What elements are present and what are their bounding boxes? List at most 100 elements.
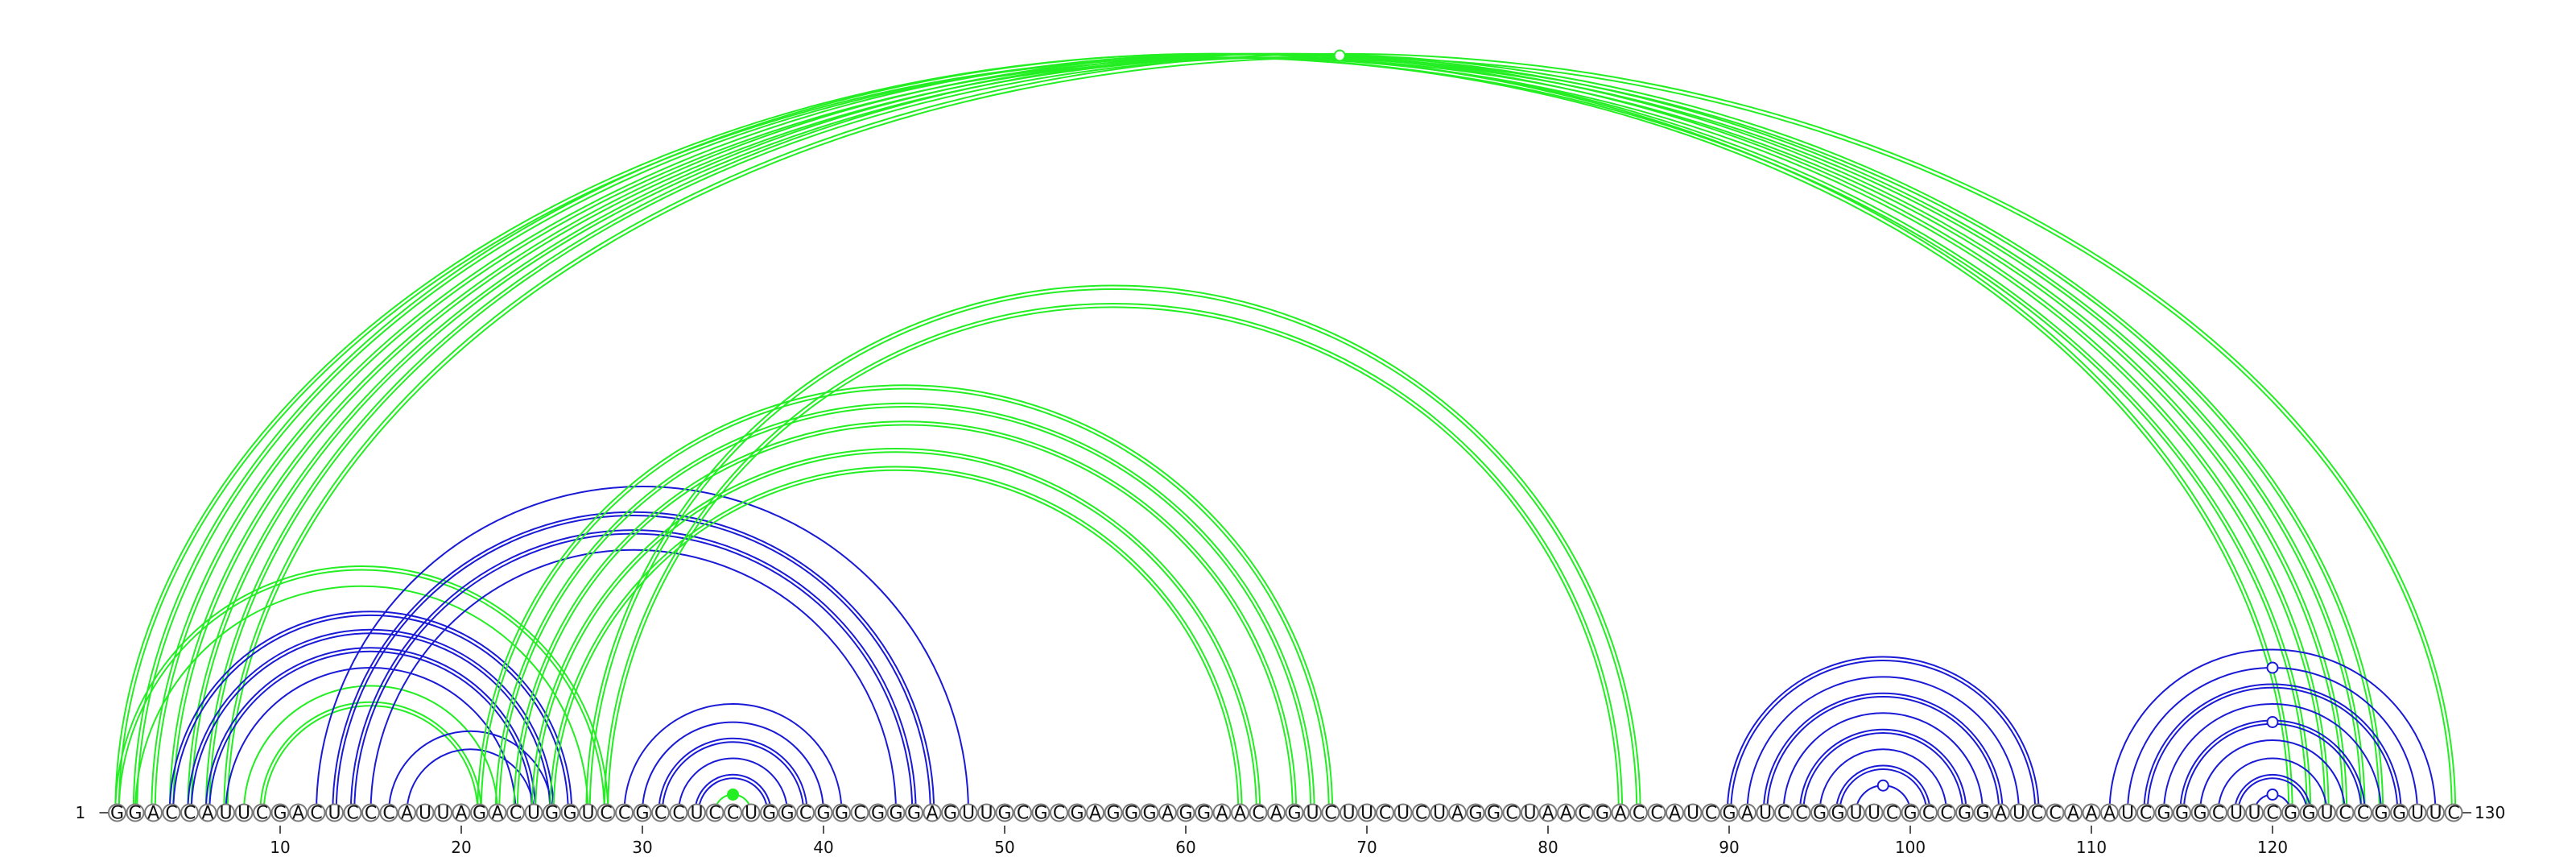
- arc-stroke: [262, 705, 479, 814]
- nucleotide-circle: [1393, 803, 1413, 822]
- nucleotide-circle: [905, 803, 923, 822]
- arc-93-104: [1782, 712, 1984, 814]
- nucleotide-118: U: [2227, 803, 2246, 824]
- nucleotide-99: C: [1883, 803, 1901, 824]
- arc-stroke: [388, 730, 553, 814]
- arc-stroke: [223, 52, 2457, 814]
- tick-label-30: 30: [632, 838, 652, 857]
- arc-stroke: [603, 302, 1624, 814]
- nucleotide-circle: [2118, 803, 2137, 822]
- nucleotide-circle: [2390, 803, 2409, 822]
- nucleotide-letter: A: [1741, 804, 1753, 824]
- nucleotide-letter: A: [201, 804, 213, 824]
- nucleotide-letter: A: [1542, 804, 1554, 824]
- nucleotide-66: G: [1285, 803, 1304, 824]
- nucleotide-124: C: [2335, 803, 2355, 824]
- nucleotide-letter: C: [2447, 804, 2459, 824]
- nucleotide-circle: [234, 803, 254, 822]
- nucleotide-letter: C: [1705, 804, 1717, 824]
- arc-apex-marker: [1876, 779, 1889, 792]
- nucleotide-circle: [543, 803, 561, 822]
- nucleotide-42: C: [850, 803, 869, 824]
- nucleotide-letter: G: [2175, 804, 2189, 824]
- arc-stroke: [114, 52, 2312, 814]
- nucleotide-79: U: [1521, 803, 1539, 824]
- arc-27-85: [585, 284, 1641, 814]
- arc-92-105: [1762, 692, 2004, 814]
- nucleotide-circle: [1792, 803, 1811, 822]
- nucleotide-letter: G: [871, 804, 885, 824]
- nucleotide-117: C: [2209, 803, 2227, 824]
- nucleotide-97: U: [1847, 803, 1865, 824]
- nucleotide-74: U: [1430, 803, 1449, 824]
- arc-stroke: [406, 748, 535, 814]
- nucleotide-circle: [1303, 803, 1322, 822]
- tick-label-40: 40: [813, 838, 833, 857]
- nucleotide-circle: [1321, 803, 1340, 822]
- nucleotide-108: C: [2046, 803, 2065, 824]
- nucleotide-letter: U: [980, 804, 993, 824]
- nucleotide-circle: [2209, 803, 2227, 822]
- arc-stroke: [132, 52, 2293, 814]
- nucleotide-105: A: [1992, 803, 2010, 824]
- nucleotide-letter: C: [600, 804, 612, 824]
- nucleotide-circle: [1376, 803, 1394, 822]
- nucleotide-circle: [1340, 803, 1358, 822]
- nucleotide-71: C: [1376, 803, 1394, 824]
- nucleotide-letter: G: [2157, 804, 2170, 824]
- nucleotide-letter: C: [1415, 804, 1427, 824]
- nucleotide-letter: G: [2301, 804, 2315, 824]
- nucleotide-39: C: [796, 803, 815, 824]
- nucleotide-circle: [869, 803, 887, 822]
- arc-stroke: [225, 667, 517, 814]
- nucleotide-70: U: [1357, 803, 1377, 824]
- nucleotide-46: A: [923, 803, 942, 824]
- nucleotide-circle: [1050, 803, 1068, 822]
- nucleotide-letter: C: [2357, 804, 2369, 824]
- arc-stroke: [658, 737, 808, 814]
- nucleotide-circle: [1067, 803, 1087, 822]
- nucleotide-circle: [2263, 803, 2282, 822]
- nucleotide-letter: C: [2031, 804, 2043, 824]
- arc-112-128: [2127, 661, 2418, 814]
- nucleotide-letter: G: [1106, 804, 1120, 824]
- nucleotide-circle: [144, 803, 163, 822]
- nucleotide-76: G: [1466, 803, 1485, 824]
- arc-stroke: [172, 614, 569, 814]
- nucleotide-40: G: [814, 803, 833, 824]
- arc-stroke: [623, 703, 843, 814]
- arc-stroke: [208, 650, 533, 814]
- nucleotide-91: A: [1738, 803, 1757, 824]
- nucleotide-letter: G: [1179, 804, 1192, 824]
- arc-2-121: [132, 52, 2293, 814]
- arc-stroke: [1835, 764, 1931, 814]
- nucleotide-36: U: [741, 803, 761, 824]
- nucleotide-56: G: [1104, 803, 1123, 824]
- nucleotide-41: G: [832, 803, 851, 824]
- nucleotide-112: U: [2118, 803, 2137, 824]
- nucleotide-circle: [1448, 803, 1467, 822]
- nucleotide-81: A: [1557, 803, 1575, 824]
- nucleotide-circle: [398, 803, 416, 822]
- nucleotide-52: G: [1031, 803, 1051, 824]
- nucleotide-circle: [108, 803, 126, 822]
- nucleotide-55: A: [1086, 803, 1104, 824]
- nucleotide-letter: A: [1089, 804, 1101, 824]
- arc-stroke: [642, 721, 824, 814]
- arc-17-24: [406, 748, 535, 814]
- arc-stroke: [588, 288, 1638, 814]
- nucleotide-circle: [1937, 803, 1956, 822]
- nucleotide-letter: C: [256, 804, 268, 824]
- nucleotide-letter: G: [473, 804, 486, 824]
- nucleotide-127: G: [2390, 803, 2409, 824]
- nucleotide-letter: G: [1903, 804, 1917, 824]
- arc-14-45: [349, 529, 917, 814]
- arc-apex-marker: [1333, 49, 1346, 62]
- nucleotide-circle: [289, 803, 308, 822]
- nucleotide-letter: C: [165, 804, 177, 824]
- nucleotide-letter: G: [1034, 804, 1047, 824]
- nucleotide-letter: A: [1234, 804, 1246, 824]
- nucleotide-circle: [2281, 803, 2300, 822]
- nucleotide-letter: A: [1270, 804, 1282, 824]
- nucleotide-letter: C: [382, 804, 394, 824]
